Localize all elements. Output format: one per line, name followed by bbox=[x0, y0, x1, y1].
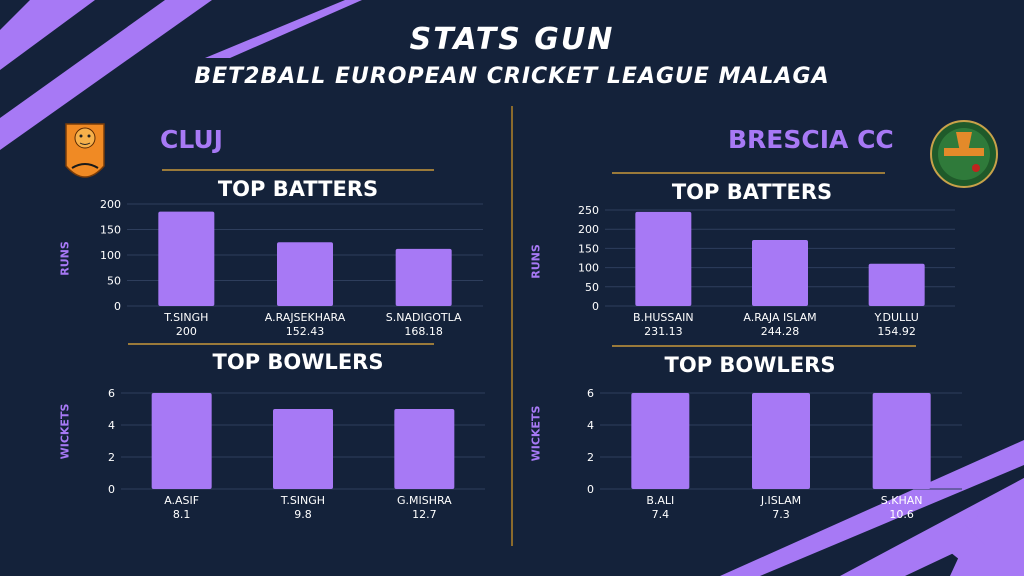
stripe-bottom-right-4 bbox=[935, 525, 985, 560]
category-label: S.NADIGOTLA bbox=[386, 311, 462, 324]
tiger-badge-icon bbox=[65, 123, 105, 178]
y-tick-label: 0 bbox=[108, 483, 115, 496]
bar bbox=[273, 409, 333, 489]
section-divider-left bbox=[128, 343, 434, 345]
data-label: 7.3 bbox=[772, 508, 790, 521]
bar bbox=[395, 248, 452, 306]
page-subtitle: BET2BALL EUROPEAN CRICKET LEAGUE MALAGA bbox=[194, 64, 830, 89]
y-tick-label: 150 bbox=[100, 224, 121, 237]
bar bbox=[868, 263, 925, 306]
center-divider bbox=[511, 106, 513, 546]
section-title-left-bowlers: TOP BOWLERS bbox=[212, 350, 384, 374]
bar bbox=[635, 211, 692, 306]
data-label: 12.7 bbox=[412, 508, 437, 521]
section-title-right-bowlers: TOP BOWLERS bbox=[664, 353, 836, 377]
team-name-right: BRESCIA CC bbox=[728, 125, 894, 154]
data-label: 7.4 bbox=[652, 508, 670, 521]
cluj-batters-chart: 050100150200T.SINGH200A.RAJSEKHARA152.43… bbox=[100, 198, 483, 338]
data-label: 200 bbox=[176, 325, 197, 338]
category-label: B.ALI bbox=[646, 494, 674, 507]
team-underline-right bbox=[612, 172, 885, 174]
ylabel-right-bowlers: WICKETS bbox=[529, 405, 543, 462]
category-label: A.RAJA ISLAM bbox=[743, 311, 816, 324]
bar bbox=[158, 211, 215, 306]
team-name-left: CLUJ bbox=[160, 125, 223, 154]
y-tick-label: 4 bbox=[587, 419, 594, 432]
bar bbox=[872, 393, 931, 489]
bar bbox=[631, 393, 690, 489]
y-tick-label: 2 bbox=[108, 451, 115, 464]
stripe-bottom-right-1 bbox=[720, 440, 1024, 576]
y-tick-label: 4 bbox=[108, 419, 115, 432]
category-label: A.RAJSEKHARA bbox=[265, 311, 346, 324]
stripe-top-left-1 bbox=[0, 0, 95, 70]
data-label: 154.92 bbox=[877, 325, 916, 338]
category-label: A.ASIF bbox=[164, 494, 199, 507]
page-title: STATS GUN bbox=[409, 22, 615, 57]
y-tick-label: 2 bbox=[587, 451, 594, 464]
y-tick-label: 0 bbox=[114, 300, 121, 313]
y-tick-label: 200 bbox=[100, 198, 121, 211]
category-label: Y.DULLU bbox=[874, 311, 919, 324]
data-label: 152.43 bbox=[286, 325, 325, 338]
category-label: T.SINGH bbox=[280, 494, 325, 507]
y-tick-label: 200 bbox=[578, 223, 599, 236]
stripe-top-left-2 bbox=[0, 0, 212, 150]
data-label: 231.13 bbox=[644, 325, 683, 338]
data-label: 9.8 bbox=[294, 508, 312, 521]
bar bbox=[277, 242, 333, 306]
section-divider-right bbox=[612, 345, 916, 347]
bar bbox=[394, 409, 455, 489]
bar bbox=[151, 393, 212, 489]
y-tick-label: 6 bbox=[108, 387, 115, 400]
team-underline-left bbox=[162, 169, 434, 171]
section-title-right-batters: TOP BATTERS bbox=[671, 180, 833, 204]
cricket-player-badge-icon bbox=[930, 120, 998, 188]
data-label: 8.1 bbox=[173, 508, 191, 521]
stripe-top-left-3 bbox=[205, 0, 362, 58]
cluj-logo bbox=[62, 118, 108, 194]
y-tick-label: 50 bbox=[107, 275, 121, 288]
y-tick-label: 6 bbox=[587, 387, 594, 400]
y-tick-label: 100 bbox=[100, 249, 121, 262]
ylabel-right-batters: RUNS bbox=[529, 244, 543, 279]
stripe-bottom-right-2 bbox=[840, 478, 1024, 576]
ylabel-left-bowlers: WICKETS bbox=[58, 403, 72, 460]
bar bbox=[752, 239, 808, 306]
data-label: 10.6 bbox=[889, 508, 914, 521]
y-tick-label: 100 bbox=[578, 262, 599, 275]
y-tick-label: 0 bbox=[592, 300, 599, 313]
bar bbox=[752, 393, 810, 489]
category-label: T.SINGH bbox=[163, 311, 208, 324]
y-tick-label: 150 bbox=[578, 242, 599, 255]
y-tick-label: 50 bbox=[585, 281, 599, 294]
section-title-left-batters: TOP BATTERS bbox=[217, 177, 379, 201]
y-tick-label: 250 bbox=[578, 204, 599, 217]
category-label: B.HUSSAIN bbox=[633, 311, 694, 324]
ylabel-left-batters: RUNS bbox=[58, 241, 72, 276]
brescia-logo bbox=[928, 118, 1000, 194]
category-label: S.KHAN bbox=[881, 494, 923, 507]
data-label: 244.28 bbox=[761, 325, 800, 338]
category-label: J.ISLAM bbox=[760, 494, 801, 507]
data-label: 168.18 bbox=[404, 325, 443, 338]
y-tick-label: 0 bbox=[587, 483, 594, 496]
category-label: G.MISHRA bbox=[397, 494, 452, 507]
